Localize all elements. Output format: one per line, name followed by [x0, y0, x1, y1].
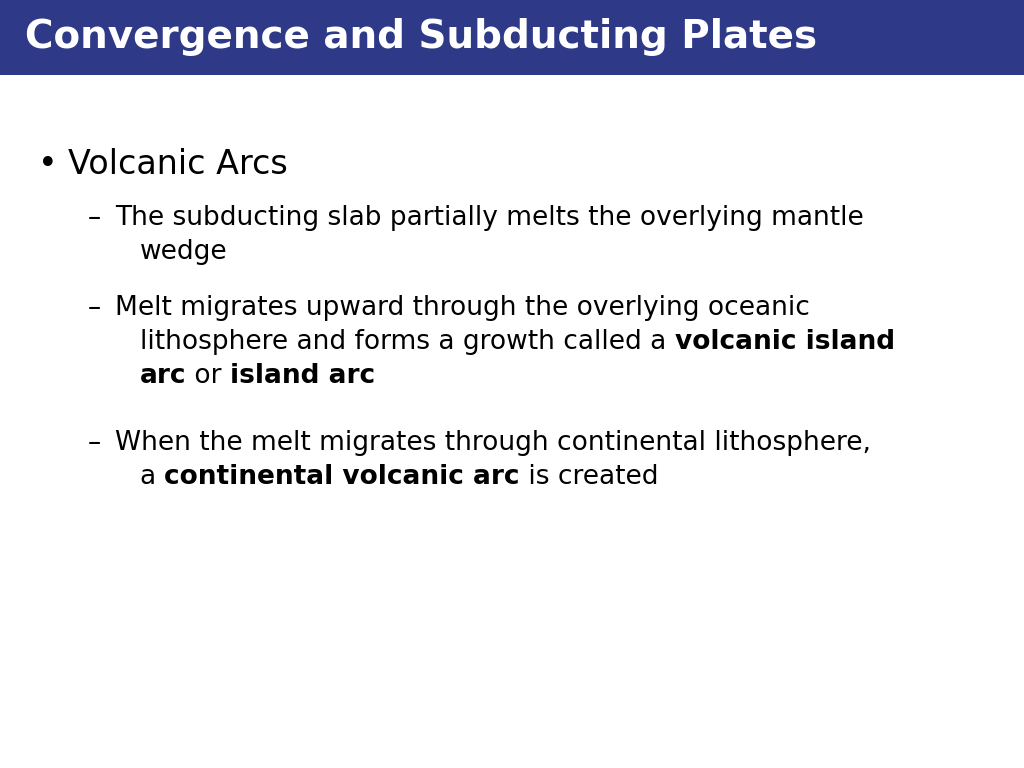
Bar	[0, 0, 1024, 75]
Text: volcanic island: volcanic island	[675, 329, 895, 355]
Text: –: –	[88, 430, 101, 456]
Text: Volcanic Arcs: Volcanic Arcs	[68, 148, 288, 181]
Text: Melt migrates upward through the overlying oceanic: Melt migrates upward through the overlyi…	[115, 295, 810, 321]
Text: Convergence and Subducting Plates: Convergence and Subducting Plates	[25, 18, 817, 57]
Text: The subducting slab partially melts the overlying mantle: The subducting slab partially melts the …	[115, 205, 864, 231]
Text: –: –	[88, 295, 101, 321]
Text: •: •	[38, 148, 57, 181]
Text: –: –	[88, 205, 101, 231]
Text: a: a	[140, 464, 165, 490]
Text: continental volcanic arc: continental volcanic arc	[165, 464, 520, 490]
Text: or: or	[186, 363, 230, 389]
Text: arc: arc	[140, 363, 186, 389]
Text: island arc: island arc	[230, 363, 376, 389]
Text: is created: is created	[520, 464, 658, 490]
Text: wedge: wedge	[140, 239, 227, 265]
Text: lithosphere and forms a growth called a: lithosphere and forms a growth called a	[140, 329, 675, 355]
Text: When the melt migrates through continental lithosphere,: When the melt migrates through continent…	[115, 430, 871, 456]
